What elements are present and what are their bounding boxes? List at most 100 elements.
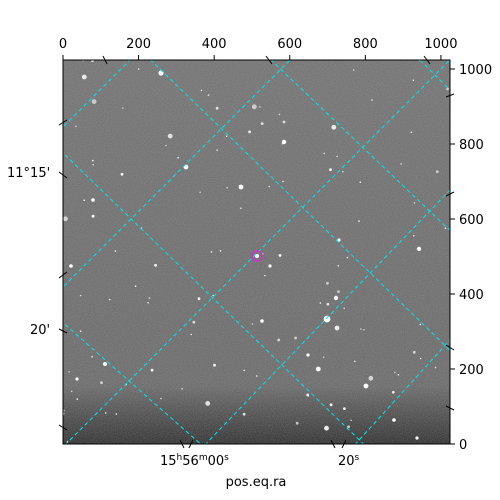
star bbox=[343, 307, 346, 310]
star bbox=[295, 421, 299, 425]
star bbox=[282, 180, 284, 183]
star bbox=[363, 383, 369, 389]
grid-line bbox=[270, 60, 450, 232]
top-tick-label: 1000 bbox=[424, 37, 457, 52]
star bbox=[397, 374, 400, 376]
ra-label-1: 15h56m00s bbox=[160, 453, 229, 469]
star bbox=[354, 360, 356, 363]
star bbox=[434, 366, 437, 369]
star bbox=[306, 353, 310, 357]
star bbox=[319, 302, 322, 304]
star bbox=[359, 181, 362, 183]
star bbox=[79, 330, 82, 333]
star bbox=[358, 220, 360, 222]
star bbox=[165, 144, 167, 147]
right-tick-label: 800 bbox=[459, 138, 484, 153]
star bbox=[392, 418, 396, 422]
star bbox=[114, 250, 117, 252]
top-tick-label: 800 bbox=[353, 37, 378, 52]
star bbox=[415, 436, 419, 440]
top-tick-label: 400 bbox=[202, 37, 227, 52]
star bbox=[199, 191, 201, 194]
star bbox=[91, 198, 95, 202]
star bbox=[416, 246, 422, 252]
star bbox=[148, 297, 151, 299]
star bbox=[323, 315, 331, 323]
star bbox=[215, 106, 219, 110]
star bbox=[336, 155, 338, 158]
star bbox=[63, 409, 65, 412]
target-marker bbox=[251, 250, 263, 262]
star bbox=[238, 184, 244, 190]
top-tick-label: 200 bbox=[126, 37, 151, 52]
star bbox=[337, 238, 341, 242]
star bbox=[137, 68, 140, 70]
star bbox=[268, 264, 272, 268]
star bbox=[350, 419, 352, 422]
star bbox=[343, 407, 346, 410]
star bbox=[337, 265, 340, 267]
star bbox=[242, 412, 246, 416]
star bbox=[391, 390, 395, 394]
star bbox=[419, 357, 422, 360]
star bbox=[333, 295, 339, 301]
star bbox=[394, 371, 396, 374]
star bbox=[368, 375, 374, 381]
grid-line bbox=[63, 60, 291, 288]
star bbox=[413, 202, 416, 204]
star bbox=[412, 79, 415, 82]
star bbox=[260, 122, 264, 125]
top-pixel-axis: 0 200 400 600 800 1000 bbox=[59, 37, 457, 60]
star bbox=[200, 89, 203, 92]
star bbox=[329, 403, 333, 407]
star bbox=[282, 120, 286, 124]
world-edge-ticks bbox=[58, 55, 455, 449]
star bbox=[326, 302, 330, 306]
star bbox=[216, 149, 218, 151]
target-marker-ring bbox=[251, 250, 263, 262]
star bbox=[251, 104, 257, 110]
star bbox=[323, 152, 326, 155]
star bbox=[259, 106, 261, 108]
star bbox=[307, 395, 310, 397]
star bbox=[346, 256, 349, 259]
grid-line bbox=[63, 321, 202, 444]
star bbox=[315, 366, 321, 372]
star bbox=[75, 377, 79, 381]
star bbox=[413, 235, 415, 237]
star bbox=[70, 390, 73, 393]
x-axis-title: pos.eq.ra bbox=[226, 475, 287, 490]
star bbox=[92, 159, 94, 162]
star bbox=[115, 413, 118, 415]
star bbox=[255, 375, 258, 377]
star bbox=[213, 363, 216, 367]
star bbox=[337, 290, 340, 294]
star bbox=[92, 163, 94, 166]
star bbox=[226, 186, 228, 189]
star bbox=[100, 381, 103, 385]
plot-frame bbox=[62, 59, 451, 445]
star bbox=[400, 163, 402, 165]
star bbox=[108, 298, 111, 301]
star bbox=[251, 323, 254, 325]
star bbox=[322, 356, 325, 359]
star bbox=[205, 401, 211, 406]
star bbox=[324, 425, 329, 431]
star bbox=[120, 172, 124, 176]
star bbox=[91, 99, 97, 104]
star bbox=[352, 69, 355, 71]
star bbox=[225, 135, 228, 138]
star bbox=[342, 170, 344, 173]
star bbox=[167, 133, 173, 139]
dec-label-1: 11°15' bbox=[7, 166, 50, 181]
star bbox=[219, 250, 222, 252]
star bbox=[412, 350, 416, 354]
star bbox=[243, 369, 245, 372]
star bbox=[264, 274, 266, 277]
star bbox=[192, 320, 196, 324]
star bbox=[103, 362, 107, 366]
star bbox=[277, 338, 281, 342]
star bbox=[68, 371, 70, 373]
star bbox=[104, 412, 107, 414]
